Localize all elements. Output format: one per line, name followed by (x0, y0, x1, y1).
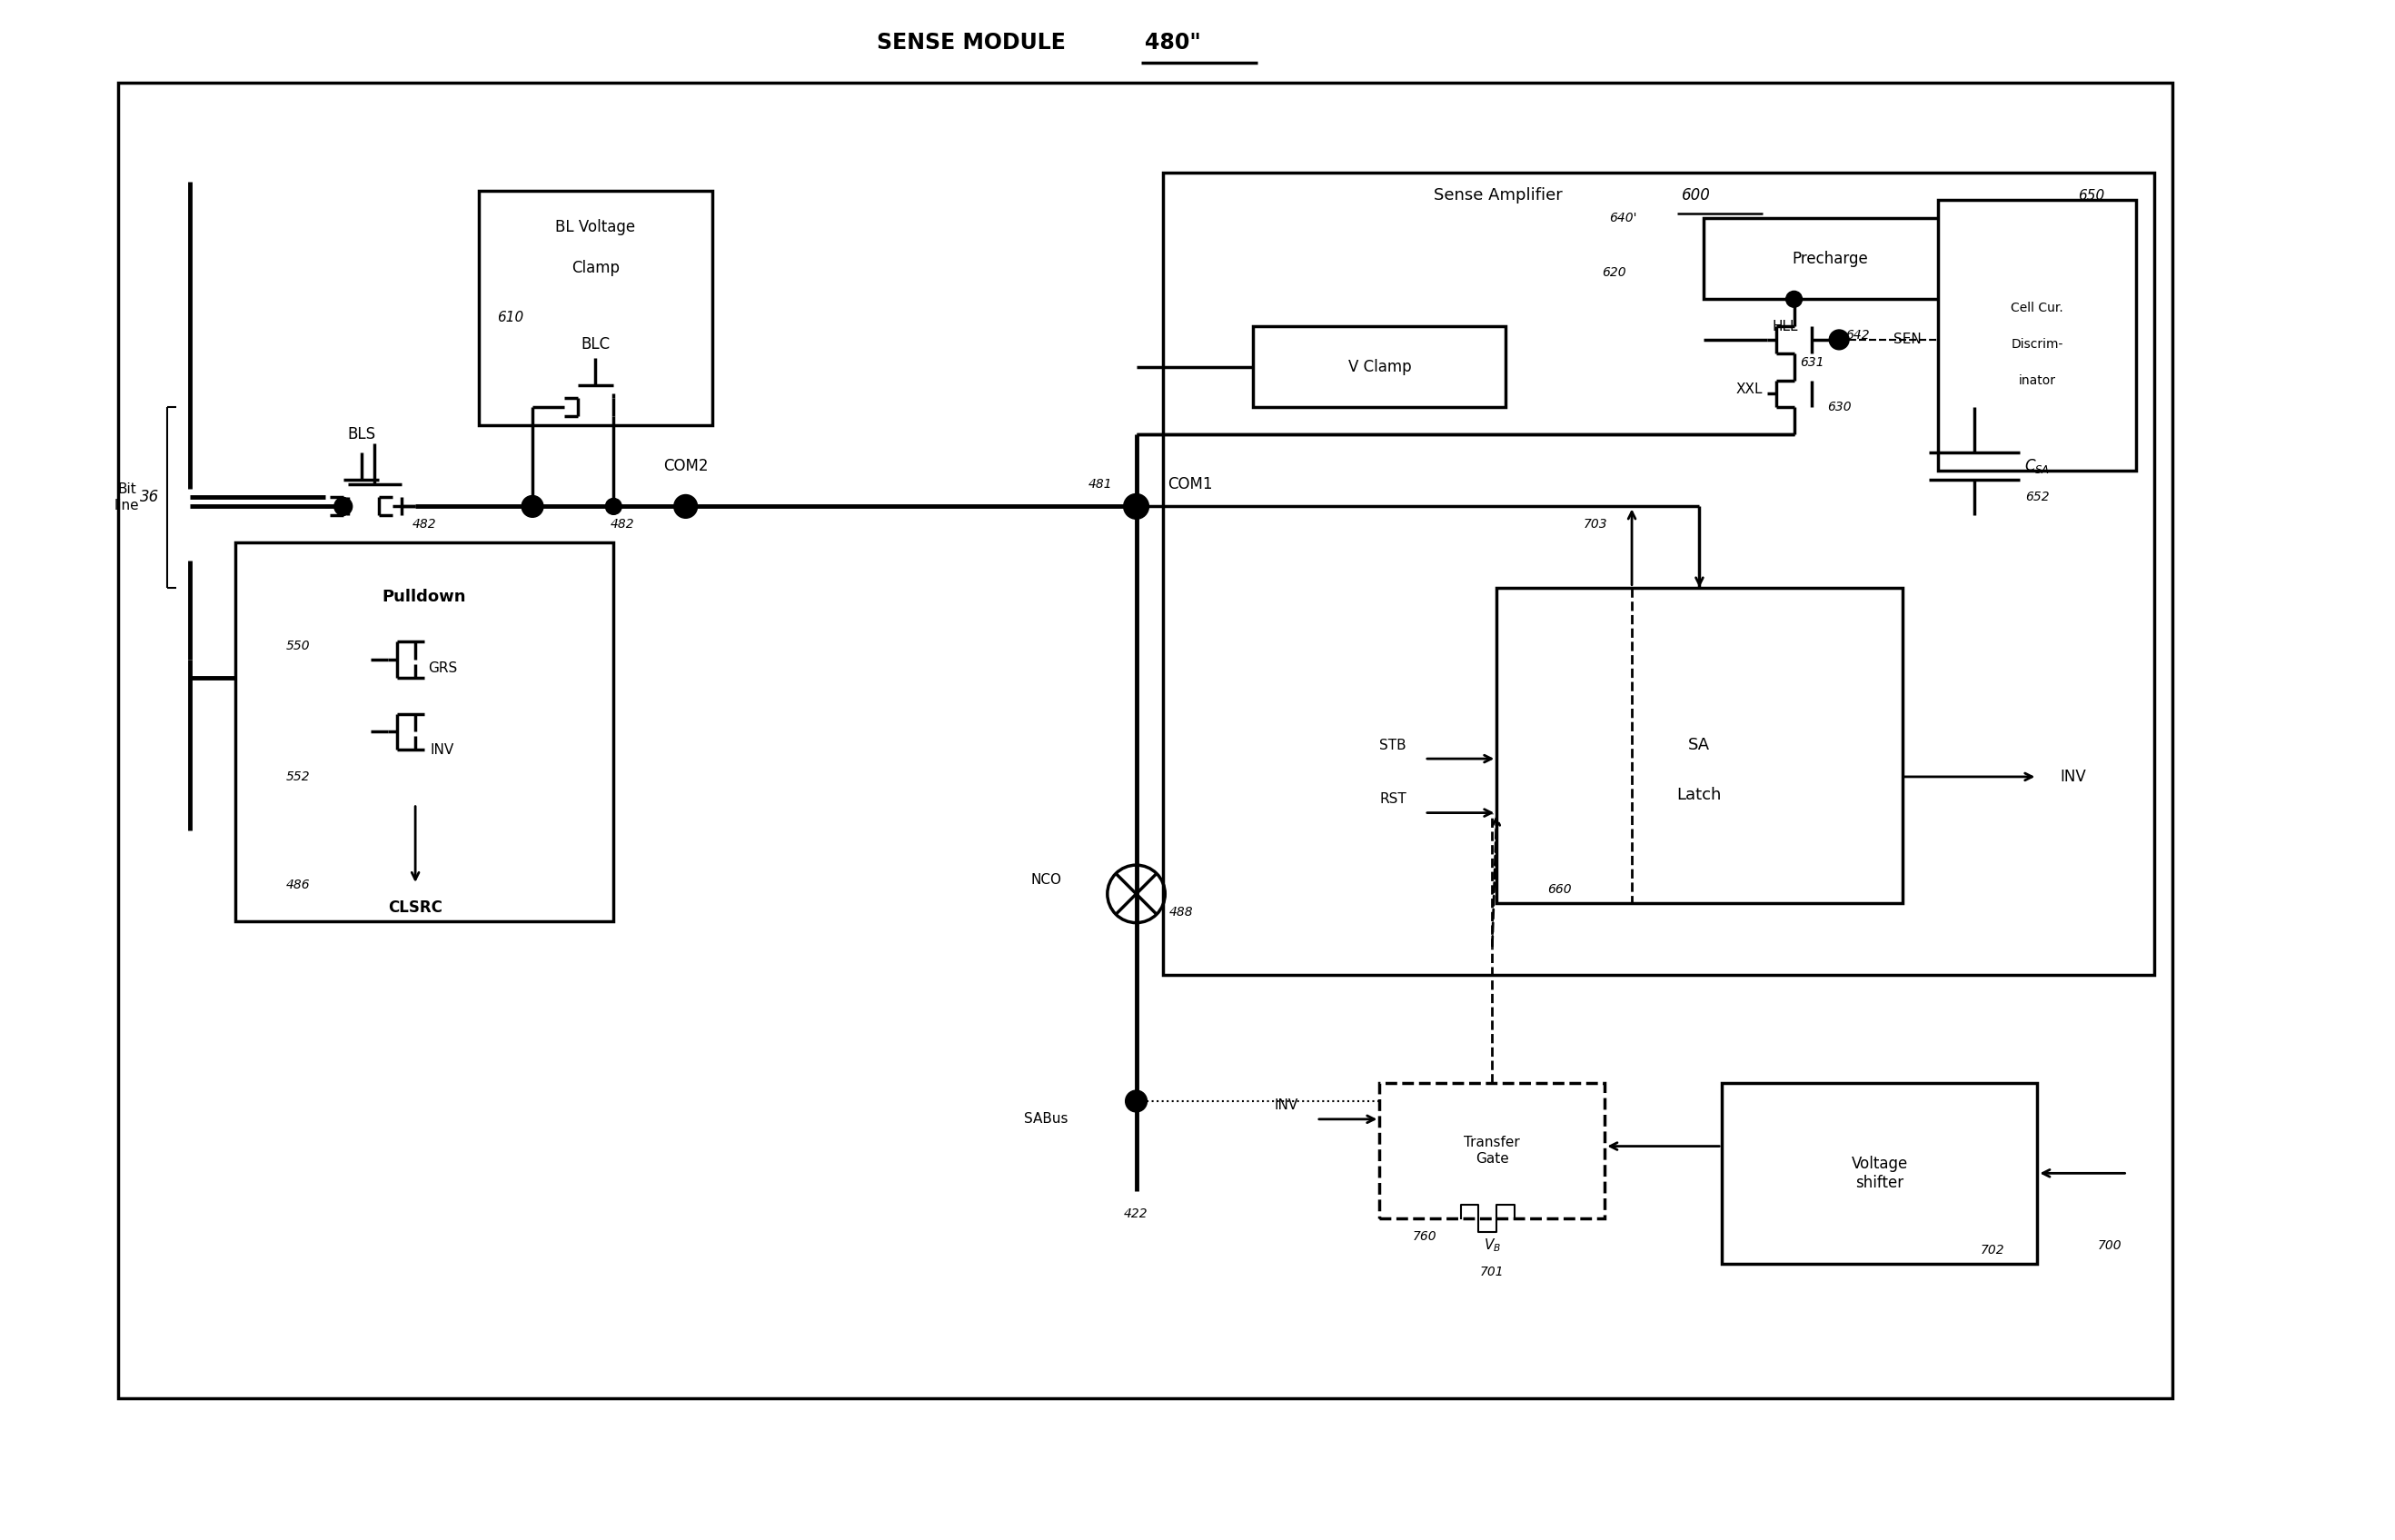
Circle shape (1787, 291, 1801, 308)
Text: COM1: COM1 (1169, 476, 1212, 493)
Text: 36: 36 (139, 490, 158, 505)
Text: 660: 660 (1547, 882, 1571, 896)
Text: Bit
line: Bit line (115, 482, 139, 513)
Text: Precharge: Precharge (1791, 251, 1868, 266)
Text: Voltage
shifter: Voltage shifter (1851, 1155, 1909, 1190)
Circle shape (522, 496, 544, 517)
Bar (117, 83, 2172, 1398)
Text: 760: 760 (1413, 1230, 1437, 1243)
Text: Sense Amplifier: Sense Amplifier (1435, 188, 1562, 203)
Circle shape (1830, 330, 1849, 350)
Circle shape (1123, 494, 1150, 519)
Text: NCO: NCO (1030, 873, 1061, 887)
Text: HLL: HLL (1772, 319, 1799, 333)
Bar (1253, 326, 1506, 407)
Text: Discrim-: Discrim- (2012, 337, 2064, 351)
Text: Clamp: Clamp (572, 259, 620, 276)
Text: SENSE MODULE: SENSE MODULE (877, 31, 1073, 54)
Text: SABus: SABus (1025, 1112, 1068, 1126)
Text: 550: 550 (285, 639, 311, 653)
Text: SEN: SEN (1892, 333, 1921, 346)
Text: 701: 701 (1480, 1266, 1504, 1278)
Text: 620: 620 (1602, 266, 1626, 279)
Text: 422: 422 (1123, 1207, 1147, 1220)
Bar (235, 542, 613, 921)
Text: 703: 703 (1583, 517, 1607, 531)
Text: 482: 482 (611, 517, 635, 531)
Bar (1164, 172, 2156, 975)
Text: Cell Cur.: Cell Cur. (2012, 302, 2064, 314)
Text: Transfer
Gate: Transfer Gate (1463, 1137, 1521, 1166)
Text: 486: 486 (285, 878, 311, 892)
Bar (1722, 1083, 2038, 1263)
Text: BL Voltage: BL Voltage (556, 219, 635, 236)
Circle shape (606, 499, 623, 514)
Text: inator: inator (2019, 374, 2055, 387)
Bar (1938, 200, 2136, 470)
Circle shape (673, 494, 697, 517)
Text: 650: 650 (2079, 189, 2105, 202)
Text: BLC: BLC (582, 336, 611, 353)
Text: 642: 642 (1844, 330, 1868, 342)
Text: Latch: Latch (1676, 787, 1722, 802)
Text: SA: SA (1688, 738, 1710, 753)
Text: 630: 630 (1827, 400, 1851, 414)
Text: RST: RST (1380, 793, 1406, 805)
Text: 482: 482 (412, 517, 436, 531)
Text: 488: 488 (1169, 906, 1193, 918)
Text: STB: STB (1380, 738, 1406, 752)
Bar (479, 191, 714, 425)
Text: COM2: COM2 (663, 457, 709, 474)
Text: XXL: XXL (1736, 382, 1763, 396)
Text: 640': 640' (1609, 211, 1636, 225)
Text: 481: 481 (1087, 477, 1111, 490)
Bar (1703, 219, 1957, 299)
Circle shape (335, 497, 352, 516)
Text: 480": 480" (1145, 31, 1202, 54)
Text: $V_B$: $V_B$ (1483, 1237, 1502, 1254)
Text: CLSRC: CLSRC (388, 899, 443, 916)
Text: 700: 700 (2098, 1240, 2122, 1252)
Text: $C_{SA}$: $C_{SA}$ (2024, 457, 2050, 474)
Circle shape (1126, 1090, 1147, 1112)
Text: 552: 552 (285, 770, 311, 784)
Text: 702: 702 (1981, 1243, 2005, 1257)
Text: BLS: BLS (347, 427, 376, 442)
Text: 610: 610 (496, 311, 522, 323)
Text: 600: 600 (1681, 188, 1710, 203)
Text: Pulldown: Pulldown (383, 588, 467, 605)
Text: INV: INV (2060, 768, 2086, 785)
Bar (1497, 588, 1902, 902)
Text: 652: 652 (2026, 491, 2050, 504)
Text: INV: INV (431, 742, 455, 756)
Text: V Clamp: V Clamp (1348, 359, 1411, 374)
Text: 631: 631 (1801, 356, 1825, 368)
Text: GRS: GRS (429, 662, 457, 676)
Text: INV: INV (1274, 1100, 1298, 1112)
Bar (1380, 1083, 1605, 1218)
